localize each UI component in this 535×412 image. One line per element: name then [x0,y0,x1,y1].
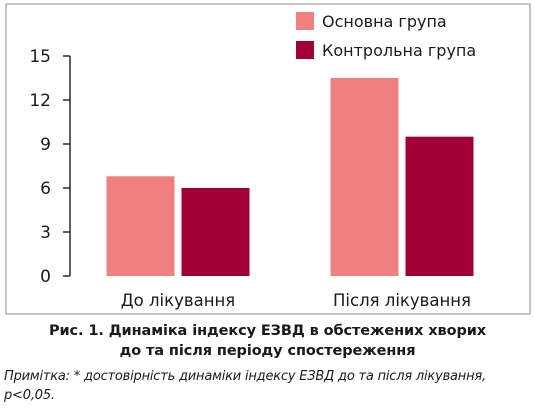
bar-main-group-after [330,78,399,276]
legend-swatch [296,12,314,30]
x-category-label: До лікування [121,291,235,310]
bar-main-group-before [106,176,175,276]
bars [106,78,474,276]
legend: Основна група Контрольна група [296,12,476,60]
y-tick-label: 9 [40,135,51,155]
y-tick-label: 15 [29,47,51,67]
x-category-label: Після лікування [333,291,471,310]
bar-chart: 0 3 6 9 12 15 До лікування Після лікування Осн… [5,3,531,315]
y-tick-label: 12 [29,91,51,111]
bar-control-group-before [181,188,250,276]
y-axis-ticks: 0 3 6 9 12 15 [29,47,70,287]
legend-label: Основна група [322,12,447,31]
x-axis-labels: До лікування Після лікування [121,291,471,310]
figure-caption-title: Рис. 1. Динаміка індексу ЕЗВД в обстежен… [48,323,487,339]
plot-frame [5,3,531,315]
figure-caption-subtitle: до та після періоду спостереження [119,343,416,359]
figure-note: Примітка: * достовірність динаміки індек… [4,369,486,384]
legend-label: Контрольна група [322,41,476,60]
y-tick-label: 6 [40,179,51,199]
figure-note-continued: p<0,05. [4,388,55,403]
y-tick-label: 3 [40,223,51,243]
y-tick-label: 0 [40,267,51,287]
legend-swatch [296,41,314,59]
bar-control-group-after [405,136,474,276]
